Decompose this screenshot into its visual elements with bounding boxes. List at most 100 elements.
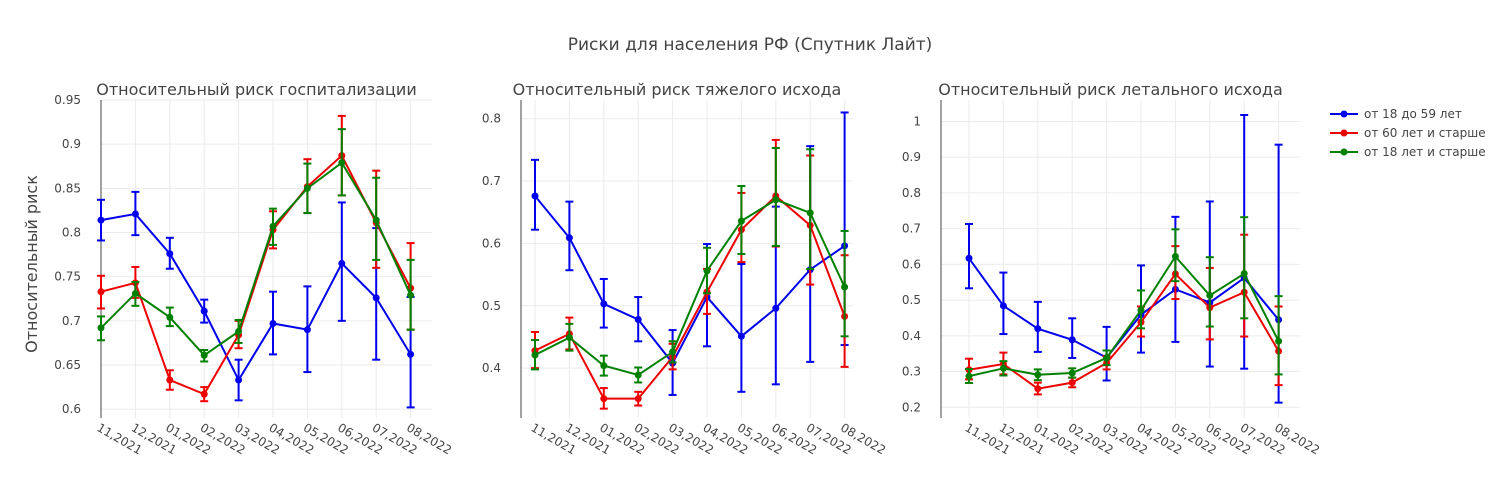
series-line xyxy=(534,194,846,400)
data-point[interactable] xyxy=(166,250,174,258)
subplot-title: Относительный риск госпитализации xyxy=(96,80,416,99)
data-point[interactable] xyxy=(235,327,243,335)
y-tick-label: 0.3 xyxy=(902,365,921,379)
data-point[interactable] xyxy=(131,210,139,218)
legend[interactable]: от 18 до 59 лет от 60 лет и старше от 18 л… xyxy=(1330,107,1486,159)
y-tick-label: 0.2 xyxy=(902,400,921,414)
data-point[interactable] xyxy=(1034,371,1042,379)
data-point[interactable] xyxy=(200,390,208,398)
series-line xyxy=(534,195,846,365)
series-1 xyxy=(965,114,1283,404)
data-point[interactable] xyxy=(806,209,814,217)
data-point[interactable] xyxy=(531,192,539,200)
data-point[interactable] xyxy=(600,362,608,370)
y-tick-label: 0.8 xyxy=(902,186,921,200)
data-point[interactable] xyxy=(1206,291,1214,299)
data-point[interactable] xyxy=(235,376,243,384)
y-tick-label: 0.7 xyxy=(62,314,81,328)
series-line xyxy=(534,198,846,377)
y-tick-label: 0.8 xyxy=(62,226,81,240)
data-point[interactable] xyxy=(999,302,1007,310)
figure-title: Риски для населения РФ (Спутник Лайт) xyxy=(568,35,933,55)
data-point[interactable] xyxy=(97,288,105,296)
data-point[interactable] xyxy=(269,319,277,327)
subplot-1: Относительный риск госпитализации 0.6 0.65… xyxy=(54,80,454,457)
data-point[interactable] xyxy=(1171,252,1179,260)
data-point[interactable] xyxy=(131,289,139,297)
data-point[interactable] xyxy=(703,267,711,275)
data-point[interactable] xyxy=(841,283,849,291)
error-bar xyxy=(1274,295,1283,376)
data-point[interactable] xyxy=(97,324,105,332)
data-point[interactable] xyxy=(634,315,642,323)
data-point[interactable] xyxy=(669,348,677,356)
data-point[interactable] xyxy=(372,216,380,224)
data-point[interactable] xyxy=(565,234,573,242)
data-point[interactable] xyxy=(600,395,608,403)
subplot-3: Относительный риск летального исхода 0.2 0… xyxy=(902,80,1322,457)
data-point[interactable] xyxy=(407,291,415,299)
error-bar xyxy=(1205,256,1214,328)
y-tick-label: 0.95 xyxy=(54,93,81,107)
data-point[interactable] xyxy=(338,159,346,167)
legend-marker xyxy=(1340,129,1348,137)
data-point[interactable] xyxy=(1068,369,1076,377)
data-point[interactable] xyxy=(772,304,780,312)
legend-item[interactable]: от 18 до 59 лет xyxy=(1330,107,1462,121)
data-point[interactable] xyxy=(166,376,174,384)
series-line xyxy=(968,272,1280,390)
data-point[interactable] xyxy=(600,300,608,308)
subplot-2: Относительный риск тяжелого исхода 0.4 0.5… xyxy=(482,80,888,457)
legend-marker xyxy=(1340,148,1348,156)
data-point[interactable] xyxy=(1034,385,1042,393)
data-point[interactable] xyxy=(634,395,642,403)
data-point[interactable] xyxy=(1068,379,1076,387)
data-point[interactable] xyxy=(1275,337,1283,345)
data-point[interactable] xyxy=(531,351,539,359)
data-point[interactable] xyxy=(1137,306,1145,314)
data-point[interactable] xyxy=(303,184,311,192)
data-point[interactable] xyxy=(1034,325,1042,333)
data-point[interactable] xyxy=(407,350,415,358)
data-point[interactable] xyxy=(965,254,973,262)
data-point[interactable] xyxy=(634,371,642,379)
data-point[interactable] xyxy=(772,196,780,204)
data-point[interactable] xyxy=(200,307,208,315)
y-tick-label: 1 xyxy=(913,114,921,128)
legend-label: от 18 лет и старше xyxy=(1364,145,1486,159)
series-line xyxy=(968,257,1280,359)
y-tick-label: 0.75 xyxy=(54,270,81,284)
data-point[interactable] xyxy=(303,326,311,334)
data-point[interactable] xyxy=(965,372,973,380)
legend-marker xyxy=(1340,110,1348,118)
y-tick-label: 0.8 xyxy=(482,112,501,126)
data-point[interactable] xyxy=(999,364,1007,372)
data-point[interactable] xyxy=(1068,336,1076,344)
series-line xyxy=(968,254,1280,378)
subplot-title: Относительный риск летального исхода xyxy=(938,80,1283,99)
data-point[interactable] xyxy=(338,259,346,267)
y-tick-label: 0.6 xyxy=(482,236,501,250)
data-point[interactable] xyxy=(269,222,277,230)
data-point[interactable] xyxy=(737,332,745,340)
data-point[interactable] xyxy=(200,351,208,359)
data-point[interactable] xyxy=(737,217,745,225)
legend-item[interactable]: от 60 лет и старше xyxy=(1330,126,1486,140)
data-point[interactable] xyxy=(372,294,380,302)
series-line xyxy=(100,212,412,383)
data-point[interactable] xyxy=(97,216,105,224)
data-point[interactable] xyxy=(1240,270,1248,278)
data-point[interactable] xyxy=(565,334,573,342)
legend-item[interactable]: от 18 лет и старше xyxy=(1330,145,1486,159)
data-point[interactable] xyxy=(166,313,174,321)
subplots: Относительный риск госпитализации 0.6 0.65… xyxy=(54,80,1322,457)
y-tick-label: 0.85 xyxy=(54,181,81,195)
y-tick-label: 0.7 xyxy=(482,174,501,188)
y-tick-label: 0.4 xyxy=(902,329,921,343)
y-axis-label: Относительный риск xyxy=(22,175,41,353)
legend-label: от 18 до 59 лет xyxy=(1364,107,1462,121)
error-bar xyxy=(806,148,815,270)
series-line xyxy=(100,154,412,396)
data-point[interactable] xyxy=(1103,354,1111,362)
